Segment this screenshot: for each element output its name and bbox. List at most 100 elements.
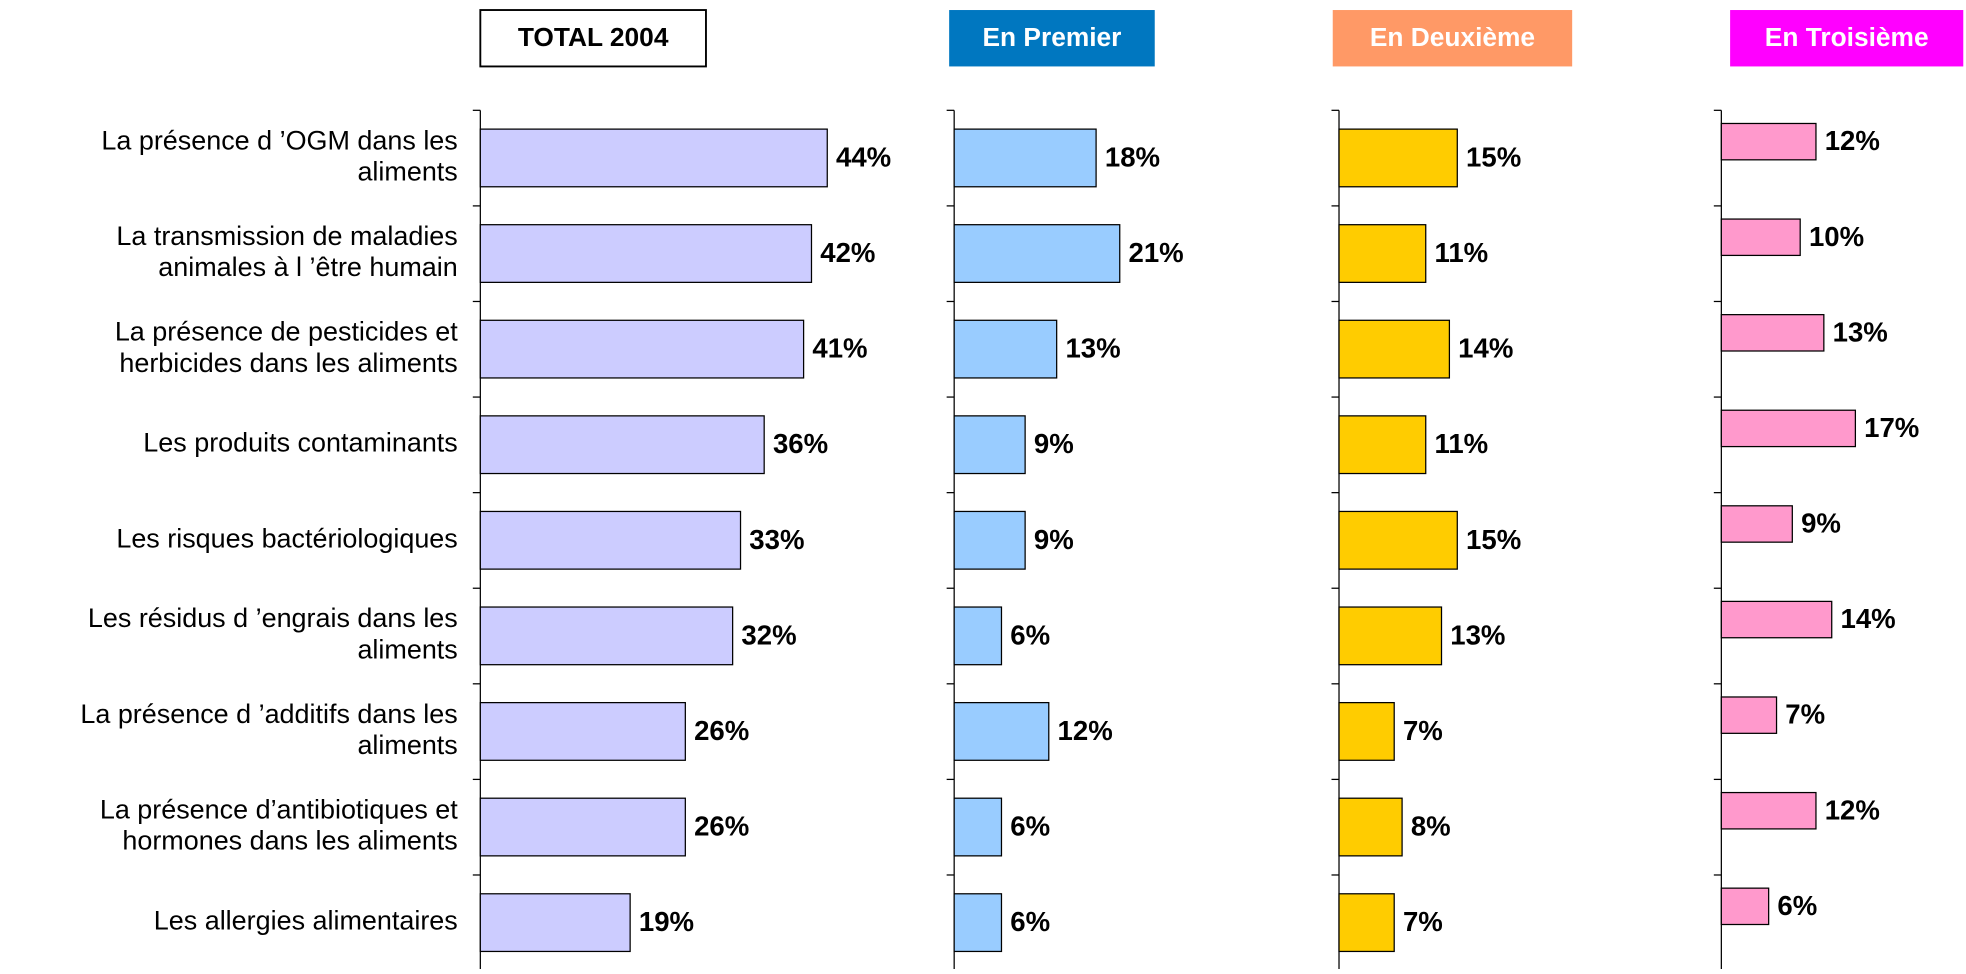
bar [953, 415, 1026, 475]
value-label: 12% [1825, 794, 1880, 825]
legend-box [949, 10, 1155, 67]
value-label: 7% [1403, 715, 1443, 746]
bar [1338, 510, 1458, 570]
category-line: La transmission de maladies [116, 221, 457, 251]
legend-box [1730, 10, 1964, 67]
value-label: 44% [836, 141, 891, 172]
category-line: aliments [357, 635, 457, 665]
bar [1338, 606, 1443, 666]
value-label: 26% [694, 811, 749, 842]
value-label: 14% [1458, 333, 1513, 364]
value-label: 41% [812, 333, 867, 364]
bar [953, 319, 1058, 379]
category-line: Les résidus d ’engrais dans les [88, 603, 458, 633]
bar [953, 224, 1121, 283]
category-line: aliments [357, 157, 457, 187]
value-label: 18% [1105, 141, 1160, 172]
bar [953, 893, 1003, 953]
value-label: 7% [1785, 699, 1825, 730]
value-label: 36% [773, 428, 828, 459]
value-label: 12% [1058, 715, 1113, 746]
value-label: 13% [1833, 316, 1888, 347]
bar [1720, 696, 1778, 734]
legend-label: TOTAL 2004 [518, 22, 669, 52]
value-label: 15% [1466, 524, 1521, 555]
category-line: Les allergies alimentaires [154, 906, 458, 936]
bar [1720, 409, 1857, 448]
bar [1720, 122, 1817, 161]
bar [1720, 314, 1825, 352]
bar [953, 510, 1026, 570]
legend-label: En Deuxième [1370, 22, 1535, 52]
bar [479, 606, 734, 666]
bar [479, 128, 828, 188]
value-label: 9% [1801, 508, 1841, 539]
category-line: La présence de pesticides et [115, 317, 458, 347]
bar [1338, 701, 1395, 761]
value-label: 8% [1411, 811, 1451, 842]
bar [953, 701, 1050, 761]
category-label: La transmission de maladies animales à l … [116, 221, 457, 282]
value-label: 15% [1466, 141, 1521, 172]
category-line: aliments [357, 730, 457, 760]
category-label: Les produits contaminants [143, 428, 457, 458]
bar [953, 128, 1097, 188]
legend-label: En Premier [982, 22, 1121, 52]
category-label: La présence d’antibiotiques et hormones d… [100, 794, 458, 855]
value-label: 42% [820, 237, 875, 268]
category-line: La présence d’antibiotiques et [100, 794, 458, 824]
category-label: Les résidus d ’engrais dans les aliments [88, 603, 458, 664]
category-line: Les produits contaminants [143, 428, 457, 458]
legend-label: En Troisième [1765, 22, 1929, 52]
value-label: 17% [1864, 412, 1919, 443]
category-line: La présence d ’additifs dans les [80, 699, 457, 729]
value-label: 6% [1010, 619, 1050, 650]
legend-box [479, 9, 707, 68]
category-label: La présence de pesticides et herbicides d… [115, 317, 458, 378]
bar [1338, 224, 1427, 283]
value-label: 6% [1010, 906, 1050, 937]
value-label: 11% [1435, 428, 1489, 459]
category-label: La présence d ’OGM dans les aliments [101, 125, 457, 186]
category-label: Les risques bactériologiques [116, 523, 457, 553]
category-label: Les allergies alimentaires [154, 906, 458, 936]
bar [1720, 791, 1817, 830]
value-label: 32% [741, 619, 796, 650]
value-label: 13% [1065, 333, 1120, 364]
bar [1338, 319, 1451, 379]
value-label: 7% [1403, 906, 1443, 937]
value-label: 21% [1129, 237, 1184, 268]
bar [479, 415, 765, 475]
bar [479, 797, 686, 857]
bar [479, 224, 813, 283]
bar [1720, 887, 1770, 926]
bar [1338, 415, 1427, 475]
bar [1720, 600, 1833, 639]
bar [1720, 505, 1793, 543]
bar [953, 797, 1003, 857]
value-label: 14% [1841, 603, 1896, 634]
value-label: 9% [1034, 524, 1074, 555]
bar [1338, 893, 1395, 953]
value-label: 12% [1825, 125, 1880, 156]
category-label: La présence d ’additifs dans les aliments [80, 699, 457, 760]
bar [1720, 218, 1801, 257]
category-line: animales à l ’être humain [158, 252, 457, 282]
value-label: 13% [1450, 619, 1505, 650]
value-label: 10% [1809, 221, 1864, 252]
bar [479, 319, 805, 379]
value-label: 6% [1777, 890, 1817, 921]
value-label: 26% [694, 715, 749, 746]
value-label: 19% [639, 906, 694, 937]
bar [1338, 128, 1458, 188]
value-label: 6% [1010, 811, 1050, 842]
value-label: 9% [1034, 428, 1074, 459]
bar [1338, 797, 1403, 857]
bar [479, 701, 686, 761]
bar [953, 606, 1003, 666]
category-line: Les risques bactériologiques [116, 523, 457, 553]
category-line: La présence d ’OGM dans les [101, 125, 457, 155]
bar [479, 510, 742, 570]
value-label: 11% [1435, 237, 1489, 268]
